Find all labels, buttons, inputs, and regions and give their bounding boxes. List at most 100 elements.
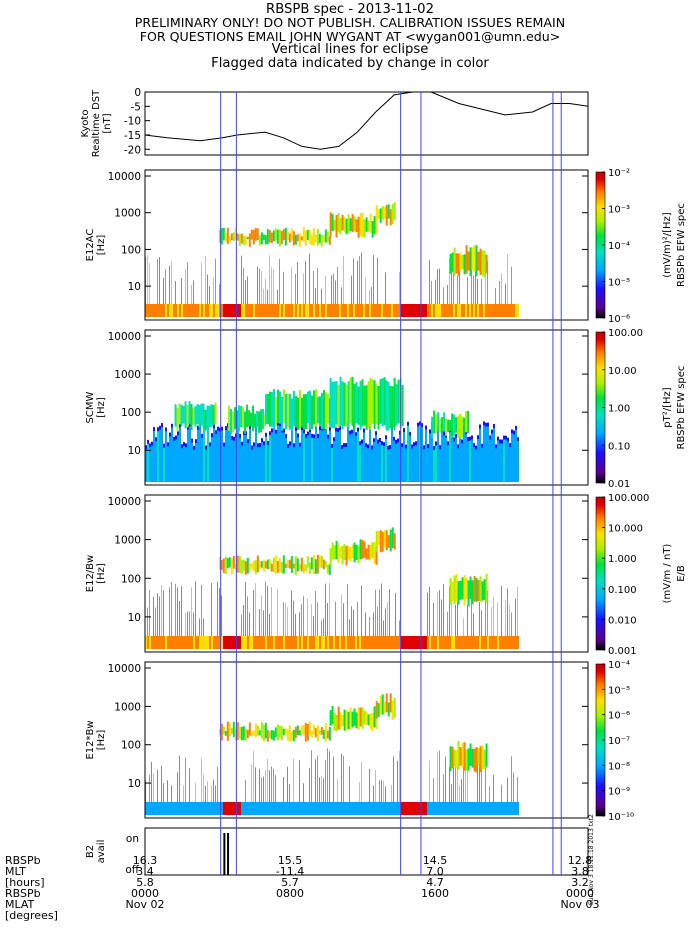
spectrogram-column (509, 636, 511, 649)
chorus-blob (441, 417, 444, 432)
chorus-blob (365, 217, 368, 232)
chorus-blob (449, 746, 452, 772)
tick-3-row-4: Nov 03 (560, 898, 600, 911)
chorus-blob (250, 731, 253, 737)
chorus-blob (401, 384, 404, 427)
spectrogram-column (177, 636, 179, 649)
spectrogram-column (189, 802, 191, 815)
spectrogram-column (499, 636, 501, 649)
y-tick-label: -15 (124, 130, 141, 142)
spectrogram-column (465, 636, 467, 649)
spectrogram-column (271, 802, 273, 815)
spectrogram-column (427, 636, 429, 649)
spectrogram-column (277, 802, 279, 815)
spectrogram-column (223, 636, 225, 649)
chorus-blob (320, 555, 323, 568)
spectrogram-column (343, 802, 345, 815)
spectrogram-column (379, 442, 381, 482)
spectrogram-column (165, 431, 167, 482)
spectrogram-column (301, 426, 303, 431)
spectrogram-column (269, 435, 271, 482)
spectrogram-streak (343, 255, 344, 304)
spectrogram-column (171, 304, 173, 317)
spectrogram-column (489, 439, 491, 482)
timestamp-stamp: Sun Nov 3 18:11:18 2013 txt2 (588, 814, 595, 905)
spectrogram-streak (321, 776, 322, 802)
chorus-blob (186, 404, 189, 428)
chorus-blob (371, 542, 374, 559)
spectrogram-column (475, 445, 477, 450)
spectrogram-column (293, 636, 295, 649)
spectrogram-column (293, 802, 295, 815)
spectrogram-streak (493, 597, 494, 636)
spectrogram-column (179, 423, 181, 428)
chorus-blob (463, 254, 466, 275)
spectrogram-column (389, 445, 391, 450)
colorbar-tick-label: 100.000 (608, 493, 649, 504)
spectrogram-column (263, 445, 265, 482)
spectrogram-column (403, 802, 405, 815)
spectrogram-column (261, 442, 263, 482)
spectrogram-column (275, 433, 277, 482)
spectrogram-streak (159, 257, 160, 304)
spectrogram-column (295, 430, 297, 482)
spectrogram-column (151, 304, 153, 317)
colorbar-tick-label: 0.01 (608, 479, 630, 490)
spectrogram-column (411, 802, 413, 815)
chorus-blob (282, 555, 285, 574)
spectrogram-streak (399, 750, 400, 802)
chorus-blob (256, 410, 259, 427)
spectrogram-column (357, 427, 359, 432)
footer-label-mlat: MLAT (5, 898, 35, 911)
spectrogram-streak (357, 602, 358, 636)
chorus-blob (266, 393, 269, 425)
spectrogram-column (417, 304, 419, 317)
spectrogram-streak (429, 260, 430, 304)
spectrogram-column (361, 636, 363, 649)
spectrogram-column (307, 802, 309, 815)
spectrogram-column (299, 446, 301, 482)
spectrogram-column (383, 442, 385, 447)
chorus-blob (276, 724, 279, 741)
spectrogram-column (145, 636, 147, 649)
chorus-blob (244, 729, 247, 741)
spectrogram-column (187, 425, 189, 430)
spectrogram-streak (343, 603, 344, 636)
spectrogram-column (293, 447, 295, 482)
spectrogram-streak (357, 260, 358, 304)
spectrogram-column (145, 802, 147, 815)
spectrogram-column (217, 426, 219, 431)
spectrogram-column (201, 802, 203, 815)
spectrogram-streak (277, 289, 278, 304)
spectrogram-column (193, 802, 195, 815)
spectrogram-streak (215, 785, 216, 802)
spectrogram-column (233, 440, 235, 482)
spectrogram-column (405, 636, 407, 649)
y-tick-label: 10 (128, 281, 141, 293)
spectrogram-column (299, 636, 301, 649)
colorbar-label: RBSPb EFW spec (676, 203, 687, 287)
chorus-blob (349, 707, 352, 730)
spectrogram-column (445, 802, 447, 815)
spectrogram-column (417, 426, 419, 482)
spectrogram-column (395, 636, 397, 649)
spectrogram-column (321, 430, 323, 482)
chorus-blob (284, 728, 287, 735)
figure-header: RBSPB spec - 2013-11-02 PRELIMINARY ONLY… (0, 3, 700, 70)
spectrogram-column (345, 443, 347, 448)
spectrogram-column (365, 802, 367, 815)
spectrogram-column (447, 445, 449, 482)
spectrogram-column (223, 446, 225, 482)
chorus-blob (473, 245, 476, 272)
chorus-blob (445, 418, 448, 436)
spectrogram-column (233, 304, 235, 317)
spectrogram-column (153, 304, 155, 317)
chorus-blob (272, 230, 275, 242)
spectrogram-column (447, 636, 449, 649)
spectrogram-streak (163, 277, 164, 304)
spectrogram-column (403, 432, 405, 482)
spectrogram-column (433, 445, 435, 450)
chorus-blob (280, 725, 283, 741)
spectrogram-column (409, 304, 411, 317)
spectrogram-column (303, 636, 305, 649)
